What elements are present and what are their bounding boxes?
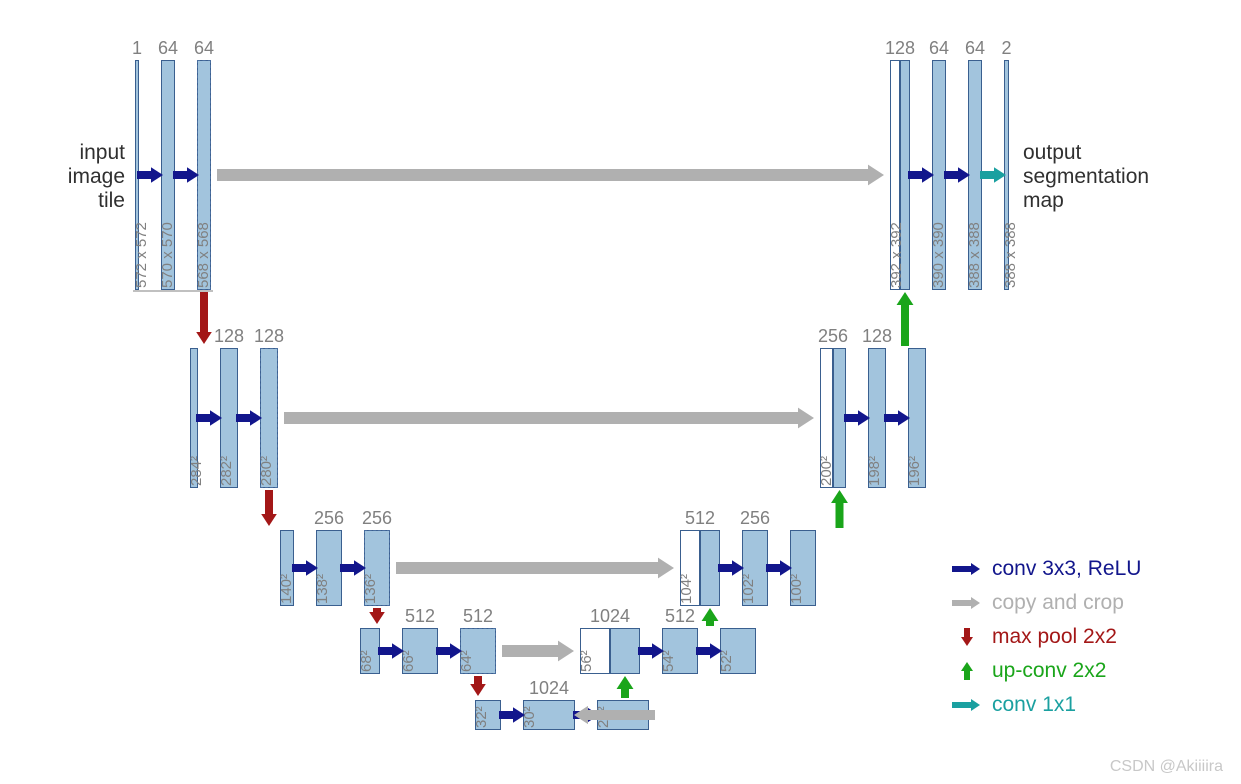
baseline-rule [0, 0, 1241, 784]
unet-diagram: 1572 x 57264570 x 57064568 x 568128392 x… [0, 0, 1241, 784]
